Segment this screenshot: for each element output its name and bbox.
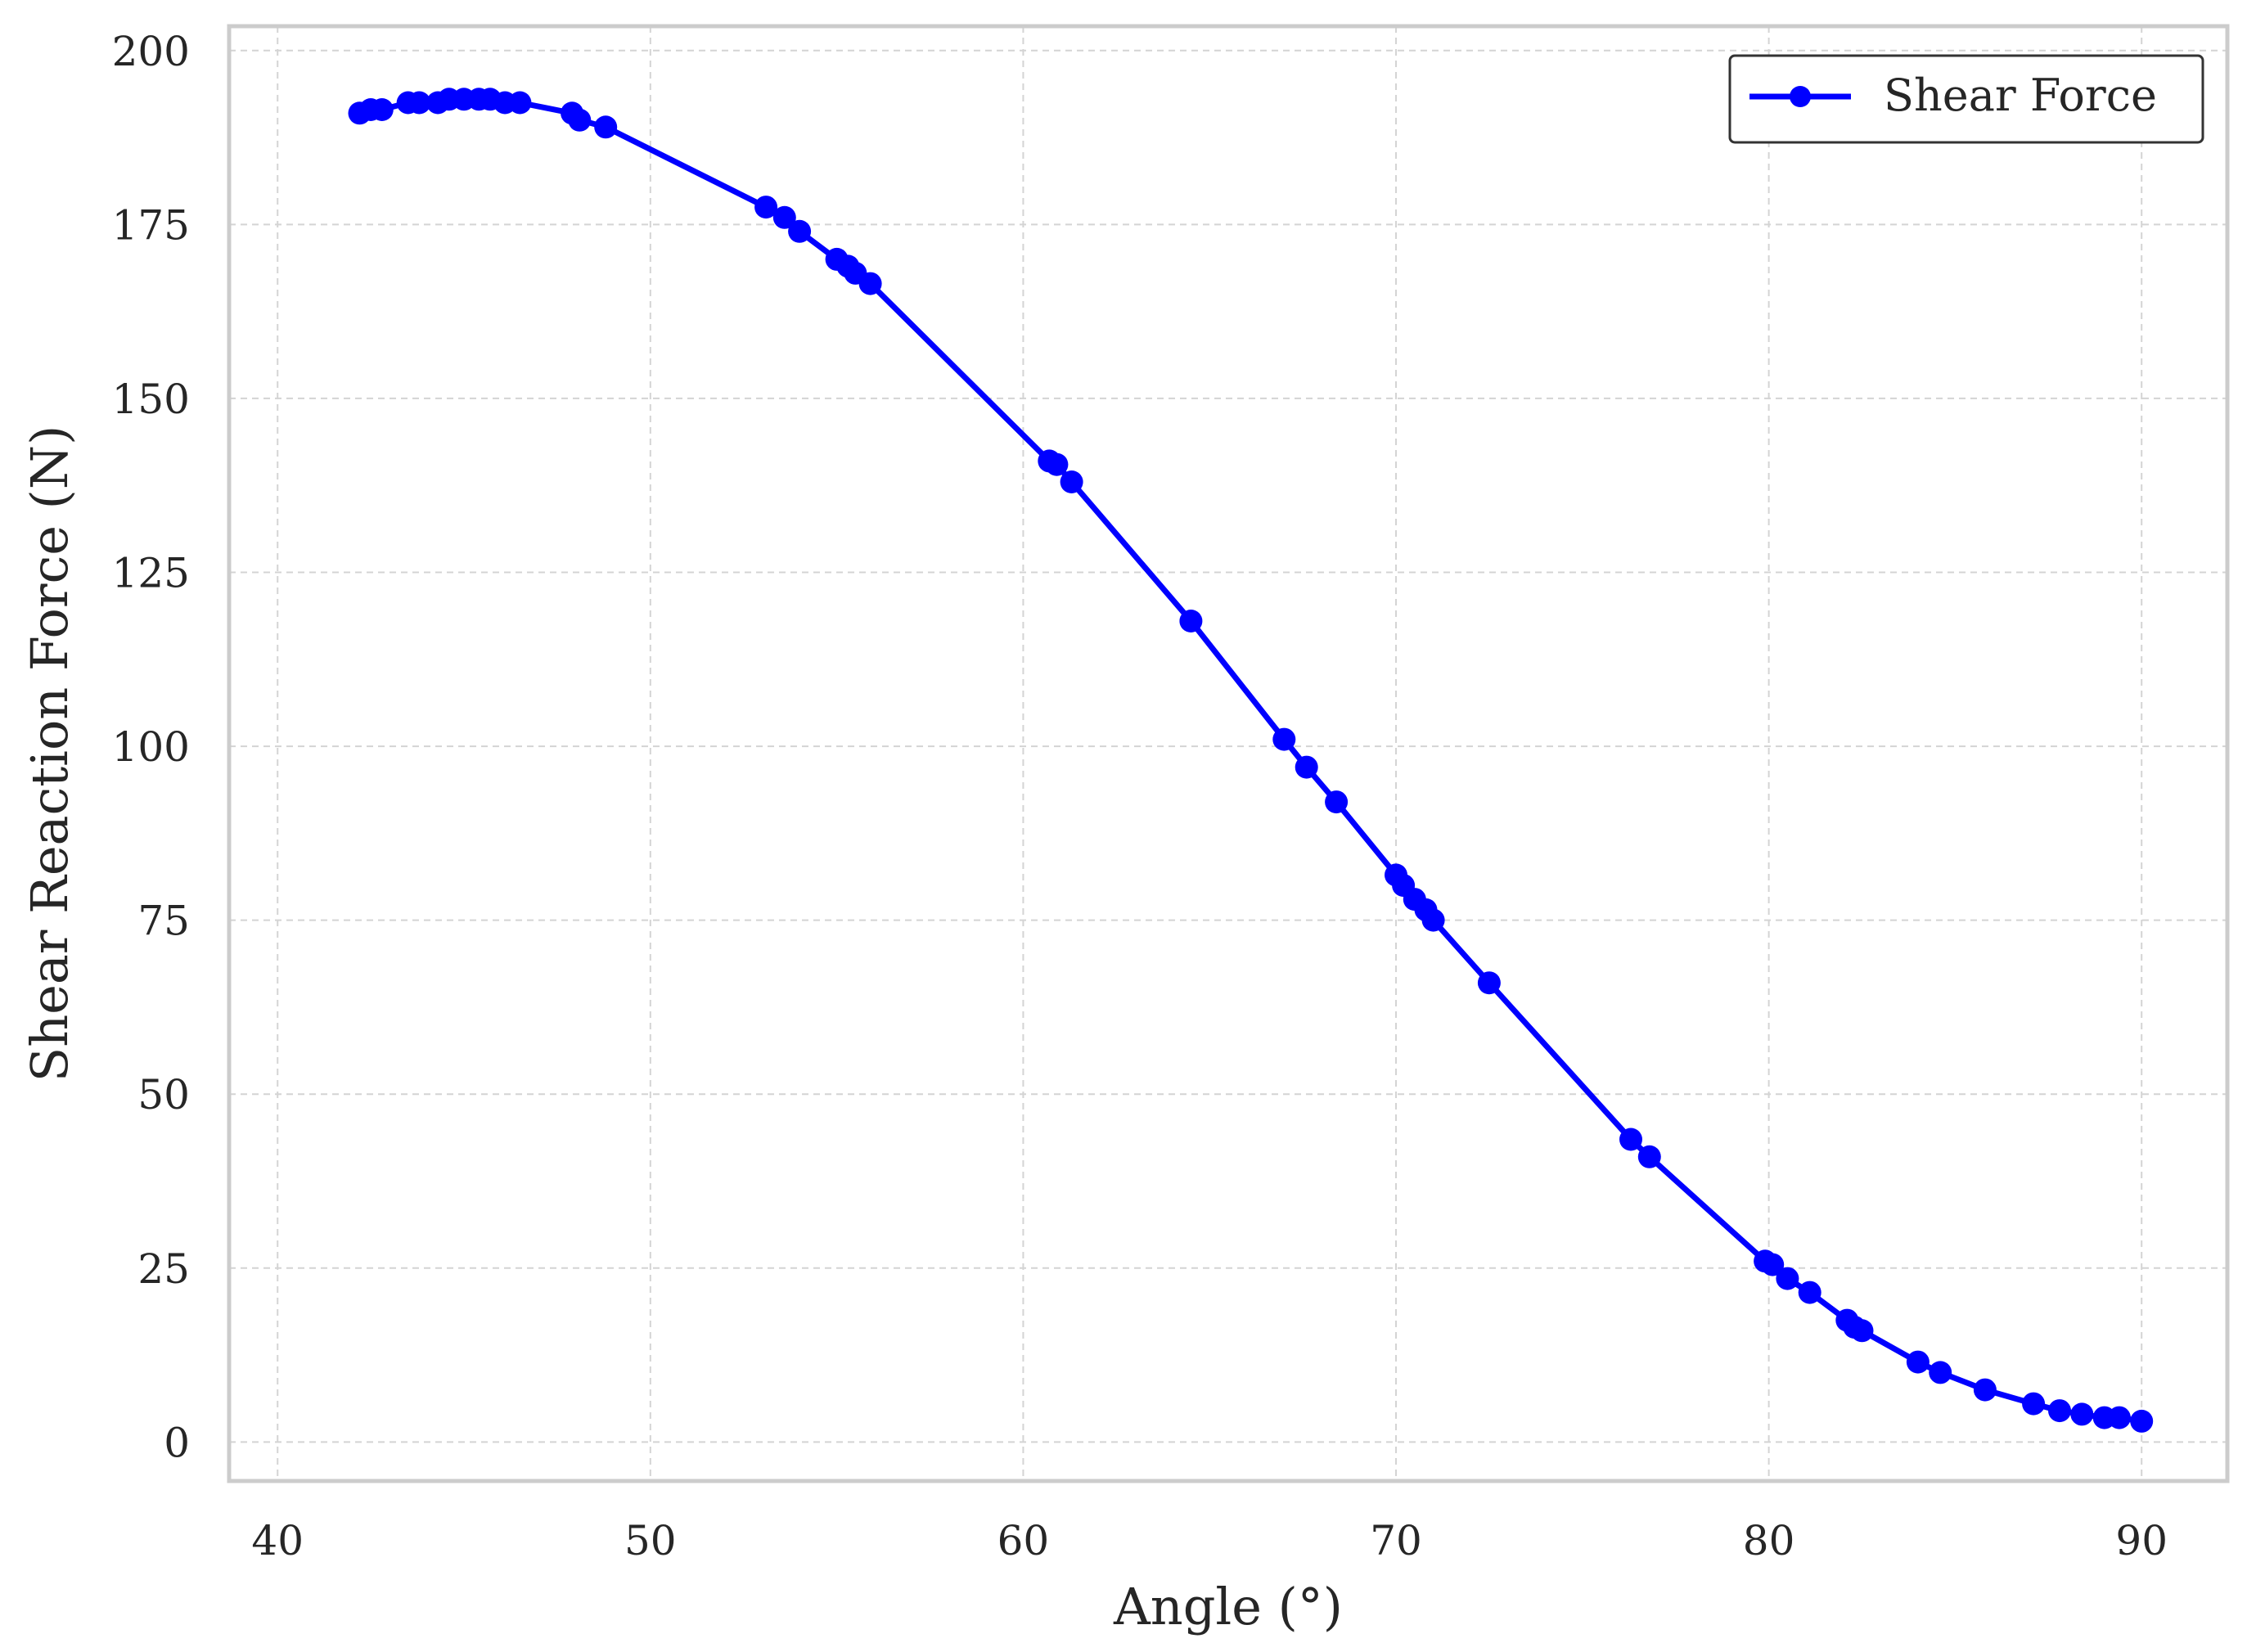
legend: Shear Force (1728, 54, 2204, 144)
data-point (1929, 1361, 1952, 1384)
y-axis-label: Shear Reaction Force (N) (20, 425, 79, 1083)
data-point (1295, 755, 1318, 779)
x-tick-label: 70 (1370, 1517, 1422, 1564)
data-point (1906, 1350, 1930, 1374)
series-layer (348, 88, 2154, 1433)
data-point (1179, 610, 1203, 632)
data-point (1325, 790, 1349, 814)
grid-lines (229, 26, 2227, 1481)
data-point (508, 91, 532, 115)
data-point (1637, 1145, 1661, 1168)
data-point (2070, 1402, 2094, 1426)
data-point (1761, 1253, 1785, 1276)
data-point (370, 98, 394, 121)
y-tick-label: 0 (164, 1419, 190, 1466)
y-tick-label: 25 (137, 1245, 190, 1293)
data-point (1060, 470, 1083, 493)
x-tick-label: 40 (251, 1517, 304, 1564)
data-point (1850, 1319, 1874, 1343)
legend-marker-swatch (1790, 86, 1811, 107)
y-tick-label: 125 (112, 549, 190, 596)
x-tick-label: 90 (2115, 1517, 2168, 1564)
data-point (1973, 1378, 1997, 1402)
data-point (2107, 1406, 2131, 1429)
data-point (568, 108, 592, 132)
data-point (408, 91, 431, 115)
data-point (788, 219, 812, 243)
x-tick-label: 80 (1743, 1517, 1795, 1564)
x-tick-label: 50 (624, 1517, 677, 1564)
data-point (1421, 908, 1445, 932)
data-point (858, 272, 882, 295)
y-tick-label: 175 (112, 201, 190, 249)
x-tick-label: 60 (997, 1517, 1050, 1564)
legend-box (1728, 54, 2204, 144)
y-tick-label: 100 (112, 723, 190, 771)
data-point (754, 196, 778, 219)
plot-frame (227, 24, 2230, 1483)
data-point (2022, 1392, 2046, 1416)
data-point (1619, 1128, 1642, 1151)
y-tick-label: 75 (137, 898, 190, 945)
y-axis-ticks: 0 25 50 75 100 125 150 175 200 (112, 28, 190, 1467)
data-point (1776, 1267, 1799, 1290)
data-point (1798, 1281, 1821, 1304)
data-point (1045, 452, 1069, 476)
x-axis-label: Angle (°) (1113, 1577, 1343, 1636)
x-axis-ticks: 40 50 60 70 80 90 (251, 1517, 2168, 1564)
legend-entry-shear-force: Shear Force (1884, 70, 2157, 121)
data-point (1272, 727, 1296, 751)
data-point (2130, 1409, 2154, 1433)
data-point (1477, 971, 1501, 995)
data-point (594, 115, 618, 139)
y-tick-label: 200 (112, 28, 190, 75)
data-point (2048, 1399, 2071, 1423)
y-tick-label: 50 (137, 1071, 190, 1119)
y-tick-label: 150 (112, 376, 190, 423)
data-point (772, 205, 796, 229)
